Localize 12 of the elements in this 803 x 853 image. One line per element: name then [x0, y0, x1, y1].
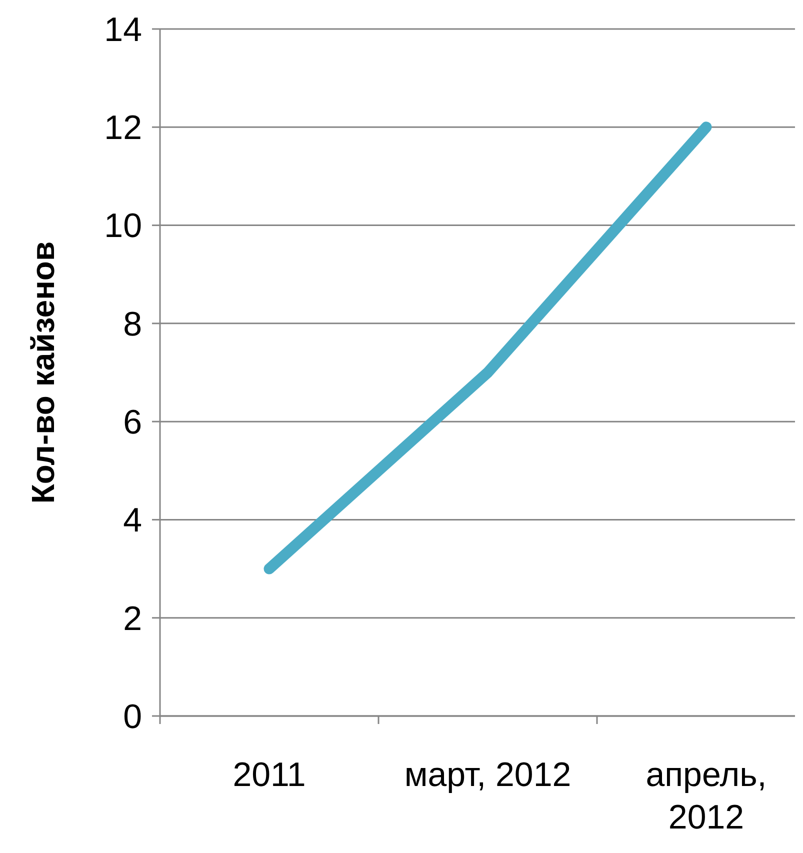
x-tick-label: март, 2012	[404, 756, 572, 794]
x-tick-label: 2011	[232, 756, 306, 794]
y-tick-label: 2	[123, 600, 142, 638]
y-tick-label: 12	[104, 109, 142, 148]
y-tick-label: 14	[104, 10, 142, 49]
y-tick-label: 8	[123, 305, 142, 344]
y-tick-label: 6	[123, 403, 142, 442]
y-tick-label: 0	[123, 698, 142, 736]
y-tick-label: 4	[123, 502, 142, 540]
y-axis-title: Кол-во кайзенов	[25, 241, 61, 504]
x-tick-label: апрель, 2012	[646, 756, 767, 836]
y-tick-label: 10	[104, 207, 142, 246]
